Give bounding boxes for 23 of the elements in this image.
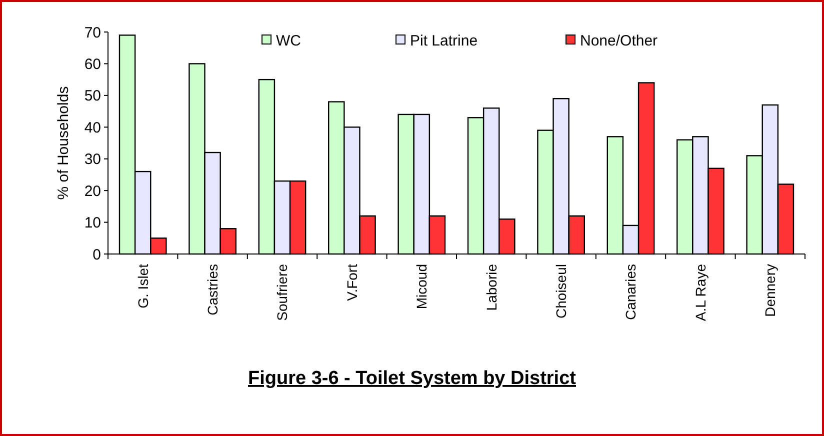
x-tick-label: Laborie [483,264,500,311]
legend-label: WC [276,32,302,50]
x-tick-label: A.L Raye [692,264,708,322]
x-tick-label: Choiseul [552,264,569,318]
x-tick-label: V.Fort [344,264,360,301]
y-tick-label: 60 [84,56,101,73]
x-tick-label: Dennery [762,264,778,317]
y-tick-label: 30 [84,151,101,168]
legend-label: None/Other [580,32,658,50]
x-tick-label: Castries [204,264,220,316]
y-tick-label: 50 [84,88,101,105]
text: Figure 3-6 - Toilet System by District [248,368,577,389]
x-tick-label: Micoud [414,264,430,310]
y-tick-label: 20 [84,182,101,200]
legend-label: Pit Latrine [410,32,478,50]
y-tick-label: 70 [84,24,101,42]
y-tick-label: 0 [92,246,101,264]
y-tick-label: 10 [84,214,101,232]
x-tick-label: G. Islet [134,264,151,308]
x-tick-label: Soufriere [274,264,290,321]
y-tick-label: 40 [84,119,101,136]
x-tick-label: Canaries [622,264,639,320]
y-axis-title: % of Households [55,86,72,200]
